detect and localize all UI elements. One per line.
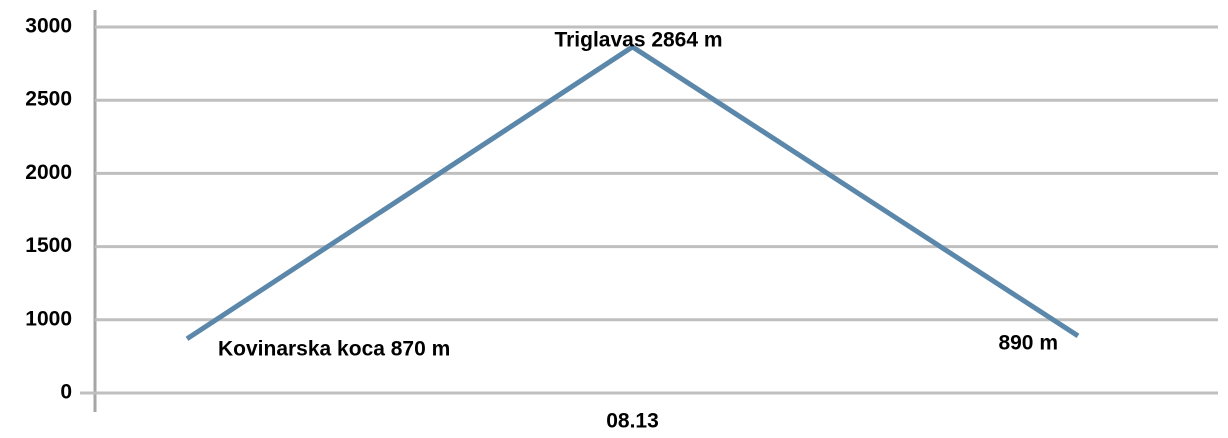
y-tick-label: 1000 xyxy=(25,307,72,330)
line xyxy=(185,43,1080,341)
data-label: Triglavas 2864 m xyxy=(554,28,722,51)
data-label: Kovinarska koca 870 m xyxy=(218,337,450,360)
y-tick-label: 3000 xyxy=(25,15,72,38)
data-label: 890 m xyxy=(998,331,1058,354)
y-tick-label: 1500 xyxy=(25,234,72,257)
y-tick-label: 0 xyxy=(60,381,72,404)
y-tick-label: 2000 xyxy=(25,161,72,184)
x-tick-label: 08.13 xyxy=(606,410,659,433)
y-tick-label: 2500 xyxy=(25,88,72,111)
